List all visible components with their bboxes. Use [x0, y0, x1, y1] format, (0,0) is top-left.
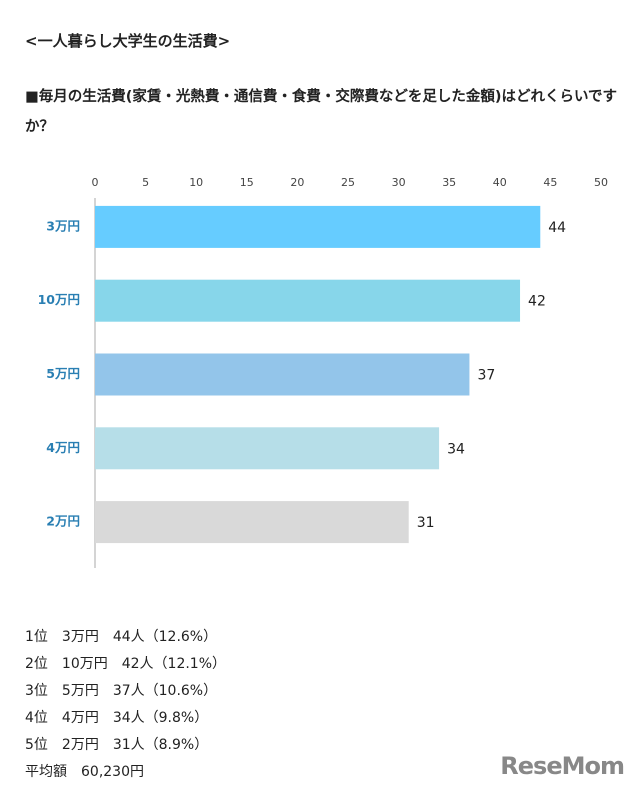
bar — [95, 427, 440, 470]
ranking-item: 3位 5万円 37人（10.6%） — [25, 683, 218, 699]
y-tick-label: 10万円 — [38, 292, 80, 307]
y-tick-label: 5万円 — [46, 366, 80, 381]
ranking-item: 1位 3万円 44人（12.6%） — [25, 629, 218, 645]
x-tick-label: 20 — [290, 176, 304, 189]
bar — [95, 501, 409, 544]
y-tick-label: 2万円 — [46, 514, 80, 529]
value-label: 37 — [477, 368, 495, 384]
y-tick-label: 3万円 — [46, 218, 80, 233]
value-label: 42 — [528, 294, 546, 310]
ranking-item: 4位 4万円 34人（9.8%） — [25, 710, 209, 726]
x-tick-label: 25 — [341, 176, 355, 189]
ranking-item: 5位 2万円 31人（8.9%） — [25, 737, 209, 753]
value-label: 31 — [417, 515, 435, 531]
x-tick-label: 10 — [189, 176, 203, 189]
y-tick-label: 4万円 — [46, 440, 80, 455]
value-label: 34 — [447, 441, 465, 457]
bar — [95, 279, 521, 322]
page-title: <一人暮らし大学生の生活費> — [25, 32, 231, 50]
average: 平均額 60,230円 — [25, 764, 144, 780]
ranking-list: 1位 3万円 44人（12.6%） 2位 10万円 42人（12.1%） 3位 5万… — [25, 624, 226, 786]
bar — [95, 205, 541, 248]
x-tick-label: 0 — [92, 176, 99, 189]
x-tick-label: 5 — [142, 176, 149, 189]
x-tick-label: 35 — [442, 176, 456, 189]
bar — [95, 353, 470, 396]
x-tick-label: 45 — [543, 176, 557, 189]
value-label: 44 — [548, 220, 566, 236]
x-tick-label: 40 — [493, 176, 507, 189]
logo: ReseMom — [500, 752, 625, 780]
x-tick-label: 30 — [392, 176, 406, 189]
x-tick-label: 50 — [594, 176, 608, 189]
x-tick-label: 15 — [240, 176, 254, 189]
ranking-item: 2位 10万円 42人（12.1%） — [25, 656, 227, 672]
question: ■毎月の生活費(家賃・光熱費・通信費・食費・交際費などを足した金額)はどれくらい… — [25, 89, 618, 135]
chart: 0 5 10 15 20 25 30 35 40 45 50 3万円 44 10万円 42 5万円 37 4万円 3… — [38, 176, 608, 568]
